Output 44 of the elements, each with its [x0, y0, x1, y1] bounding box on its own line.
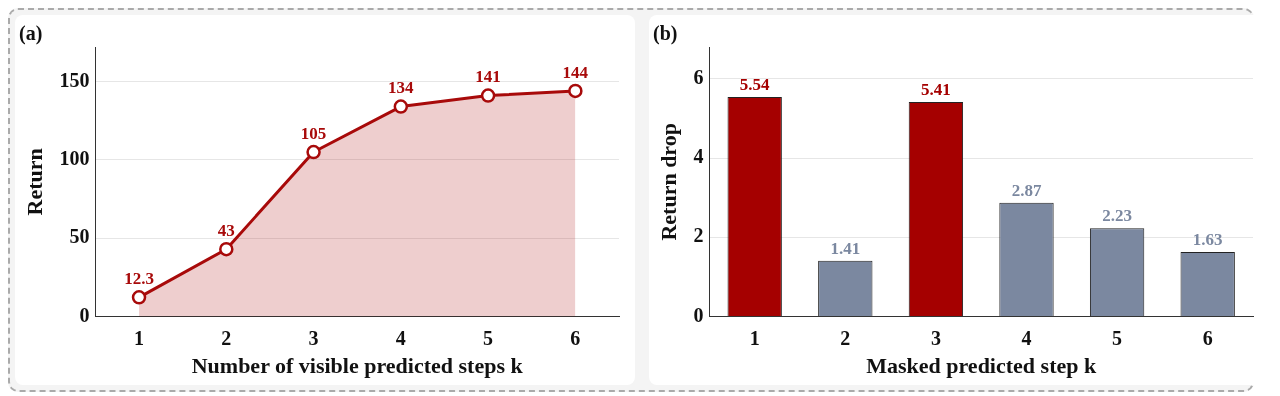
y-tick-label: 4: [693, 145, 704, 168]
y-axis-title: Return: [21, 148, 47, 216]
x-tick-label: 2: [840, 326, 851, 349]
data-label: 12.3: [124, 269, 154, 289]
x-tick-label: 1: [749, 326, 760, 349]
point: [306, 144, 321, 160]
x-tick-label: 6: [570, 326, 581, 349]
point: [131, 290, 147, 305]
data-label: 5.41: [921, 80, 951, 99]
y-tick-label: 2: [693, 224, 704, 247]
point: [219, 241, 234, 257]
data-label: 43: [217, 221, 235, 241]
y-tick-label: 0: [693, 303, 704, 326]
chart-title: (b): [653, 22, 678, 46]
data-label: 2.87: [1011, 180, 1042, 200]
x-axis-title: Number of visible predicted steps k: [191, 353, 524, 379]
x-tick-label: 5: [1112, 326, 1123, 349]
point: [568, 83, 583, 99]
data-label: 141: [475, 67, 501, 87]
y-axis-title: Return drop: [655, 123, 681, 241]
x-tick-label: 3: [930, 326, 941, 349]
x-tick-label: 1: [134, 326, 145, 349]
x-tick-label: 2: [221, 326, 232, 349]
x-tick-label: 3: [308, 326, 319, 349]
x-axis-title: Masked predicted step k: [866, 353, 1097, 379]
data-label: 105: [300, 123, 327, 143]
data-label: 2.23: [1102, 206, 1132, 226]
x-tick-label: 4: [395, 326, 406, 349]
point: [393, 99, 409, 114]
y-tick-label: 6: [693, 65, 704, 88]
data-label: 1.63: [1192, 229, 1223, 249]
data-label: 5.54: [739, 74, 771, 94]
data-label: 1.41: [830, 238, 861, 258]
y-tick-label: 0: [79, 303, 90, 326]
x-tick-label: 4: [1021, 326, 1032, 349]
chart-title: (a): [19, 22, 43, 46]
y-tick-label: 100: [59, 147, 90, 170]
x-tick-label: 5: [483, 326, 494, 349]
data-label: 144: [562, 62, 589, 82]
y-tick-label: 150: [59, 68, 90, 91]
point: [480, 88, 496, 103]
y-tick-label: 50: [69, 225, 90, 248]
data-label: 134: [388, 78, 415, 98]
x-tick-label: 6: [1202, 326, 1213, 349]
